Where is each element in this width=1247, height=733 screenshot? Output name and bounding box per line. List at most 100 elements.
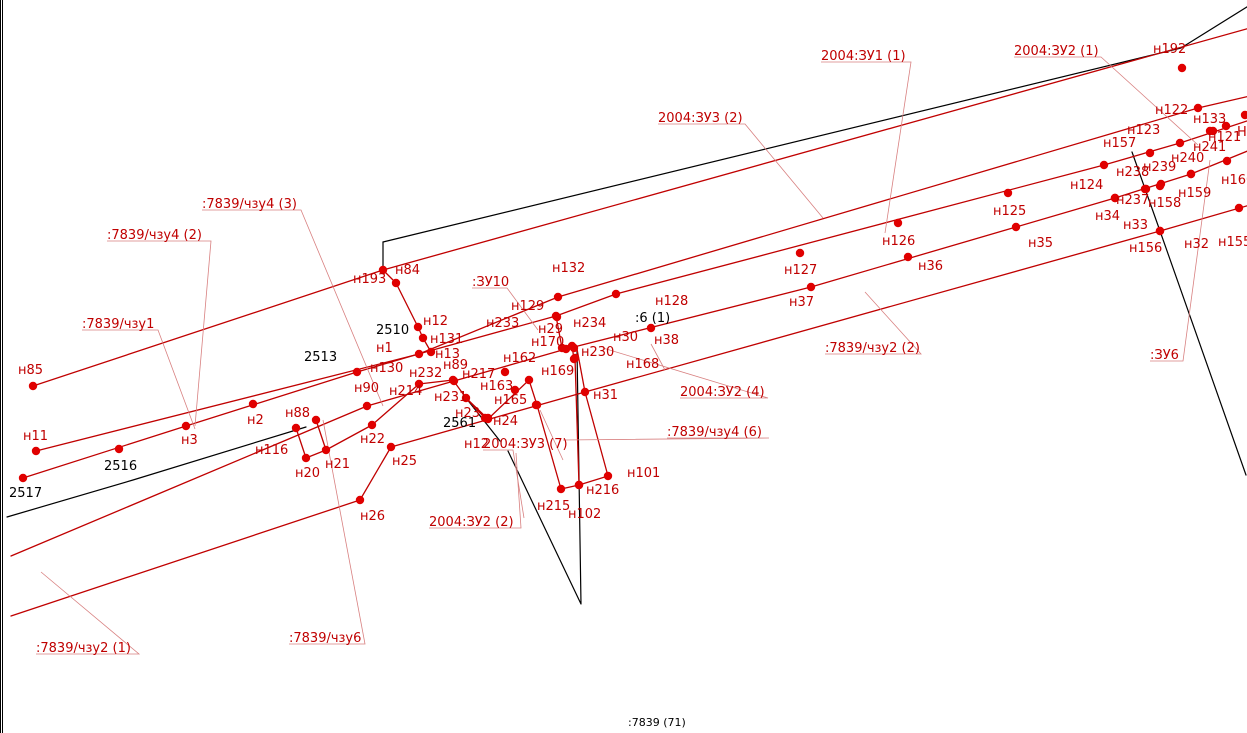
parcel-numbers: 2510 2513 2561 2516 2517 [9, 323, 476, 501]
callout-label-9: :7839/чзу4 (6) [667, 425, 762, 440]
point-label-h26: н26 [360, 509, 385, 524]
point-h157 [1145, 148, 1155, 158]
point-label-h38: н38 [654, 333, 679, 348]
point-h192 [1177, 63, 1187, 73]
point-h169 [532, 400, 542, 410]
point-label-h131: н131 [430, 332, 463, 347]
point-h13 [426, 347, 436, 357]
point-label-h163: н163 [480, 379, 513, 394]
point-label-h215: н215 [537, 499, 570, 514]
point-h230 [569, 343, 579, 353]
point-label-h238: н238 [1116, 165, 1149, 180]
point-label-h216: н216 [586, 483, 619, 498]
point-h165 [524, 375, 534, 385]
point-label-h1: н1 [376, 341, 393, 356]
point-label-h102: н102 [568, 507, 601, 522]
callout-label-7: :6 (1) [635, 311, 670, 326]
callout-label-10: 2004:ЗУ3 (7) [483, 437, 568, 452]
point-label-h35: н35 [1028, 236, 1053, 251]
point-label-h193: н193 [353, 272, 386, 287]
point-label-h31: н31 [593, 388, 618, 403]
point-label-h241: н241 [1193, 140, 1226, 155]
leader-lines [36, 56, 1211, 655]
point-h84 [391, 278, 401, 288]
point-h125 [1003, 188, 1013, 198]
parcel-number-3: 2516 [104, 459, 137, 474]
point-label-h101: н101 [627, 466, 660, 481]
point-h20 [301, 453, 311, 463]
point-label-h124: н124 [1070, 178, 1103, 193]
point-h35 [1011, 222, 1021, 232]
point-label-h84: н84 [395, 263, 420, 278]
boundary-points [18, 63, 1247, 505]
point-label-h123: н123 [1127, 123, 1160, 138]
point-label-h34: н34 [1095, 209, 1120, 224]
point-h1 [414, 349, 424, 359]
point-label-h170: н170 [531, 335, 564, 350]
point-label-h159: н159 [1178, 186, 1211, 201]
point-h36 [903, 252, 913, 262]
parcel-number-4: 2517 [9, 486, 42, 501]
point-label-h127: н127 [784, 263, 817, 278]
point-h159 [1186, 169, 1196, 179]
point-h128 [611, 289, 621, 299]
callout-label-3: :7839/чзу4 (3) [202, 197, 297, 212]
point-p2517 [18, 473, 28, 483]
cadastral-plan: н85 н11 н3 н2 н88 н116 н20 н21 н22 н26 н25 н90 н130 н… [6, 6, 1247, 729]
point-h101 [603, 471, 613, 481]
footer-label: :7839 (71) [628, 716, 686, 729]
point-label-h129: н129 [511, 299, 544, 314]
callout-label-0: 2004:ЗУ1 (1) [821, 49, 906, 64]
parcel-number-2: 2561 [443, 416, 476, 431]
point-h122 [1193, 103, 1203, 113]
point-h25 [386, 442, 396, 452]
point-label-h25: н25 [392, 454, 417, 469]
callout-label-2: 2004:ЗУ3 (2) [658, 111, 743, 126]
point-h102 [574, 480, 584, 490]
point-label-h132: н132 [552, 261, 585, 276]
point-h85 [28, 381, 38, 391]
point-label-h22: н22 [360, 432, 385, 447]
point-h126 [893, 218, 903, 228]
point-label-h90: н90 [354, 381, 379, 396]
point-h90 [362, 401, 372, 411]
callout-label-5: :7839/чзу1 [82, 317, 154, 332]
point-h88 [291, 423, 301, 433]
point-h132 [553, 292, 563, 302]
point-p2516 [114, 444, 124, 454]
point-label-h24: н24 [493, 414, 518, 429]
point-label-h239: н239 [1143, 160, 1176, 175]
point-h26 [355, 495, 365, 505]
point-label-h232: н232 [409, 366, 442, 381]
point-label-h128: н128 [655, 294, 688, 309]
point-label-h233: н233 [486, 316, 519, 331]
point-h193 [378, 265, 388, 275]
point-label-h85: н85 [18, 363, 43, 378]
callout-label-14: :7839/чзу2 (1) [36, 641, 131, 656]
point-h160 [1222, 156, 1232, 166]
point-h32 [1155, 226, 1165, 236]
point-label-h11: н11 [23, 429, 48, 444]
parcel-number-0: 2510 [376, 323, 409, 338]
point-label-h156: н156 [1129, 241, 1162, 256]
point-label-h121: н121 [1208, 130, 1241, 145]
point-h129 [551, 311, 561, 321]
callout-label-12: :7839/чзу2 (2) [825, 341, 920, 356]
callout-label-8: 2004:ЗУ2 (4) [680, 385, 765, 400]
point-label-h122: н122 [1155, 103, 1188, 118]
point-h21 [321, 445, 331, 455]
point-h155 [1234, 203, 1244, 213]
point-label-h125: н125 [993, 204, 1026, 219]
point-label-h88: н88 [285, 406, 310, 421]
point-h22 [367, 420, 377, 430]
point-label-h162: н162 [503, 351, 536, 366]
point-label-h29: н29 [538, 322, 563, 337]
point-h116 [311, 415, 321, 425]
point-h214 [414, 379, 424, 389]
point-hH [1240, 110, 1247, 120]
point-label-h155: н155 [1218, 235, 1247, 250]
point-h123 [1175, 138, 1185, 148]
point-h3 [181, 421, 191, 431]
point-label-h234: н234 [573, 316, 606, 331]
